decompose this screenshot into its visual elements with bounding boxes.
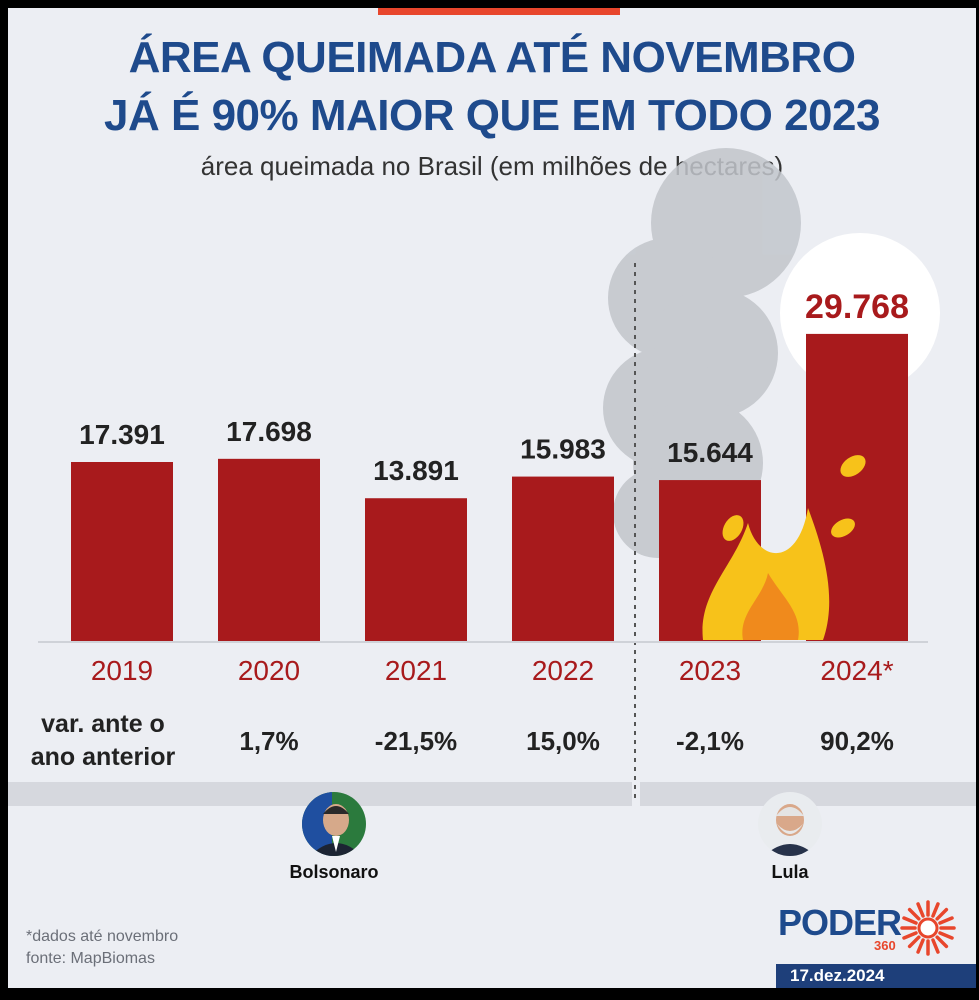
- year-label-2021: 2021: [385, 655, 447, 686]
- sun-ray: [916, 938, 925, 954]
- value-label-2024: 29.768: [805, 288, 909, 326]
- top-accent-bar: [378, 8, 620, 15]
- sun-logo-icon: [900, 900, 956, 956]
- footnote: *dados até novembro fonte: MapBiomas: [26, 926, 178, 970]
- sun-ray: [935, 907, 949, 921]
- value-label-2020: 17.698: [226, 416, 312, 447]
- change-row-label-line-1: var. ante o: [41, 710, 165, 738]
- sun-ray: [938, 931, 954, 940]
- title-line-1: ÁREA QUEIMADA ATÉ NOVEMBRO: [128, 33, 856, 82]
- sun-ray: [902, 931, 918, 940]
- bar-chart: 17.391 2019 17.698 2020 1,7% 13.891 2021 -21,5%…: [38, 148, 940, 798]
- value-label-2023: 15.644: [667, 437, 753, 468]
- sun-ray: [931, 902, 940, 918]
- year-label-2024: 2024*: [820, 655, 893, 686]
- change-label-2020: 1,7%: [239, 726, 298, 756]
- infographic-panel: ÁREA QUEIMADA ATÉ NOVEMBRO JÁ É 90% MAIO…: [8, 8, 976, 988]
- change-label-2022: 15,0%: [526, 726, 600, 756]
- footnote-text: *dados até novembro: [26, 928, 179, 945]
- year-label-2022: 2022: [532, 655, 594, 686]
- lula-name: Lula: [771, 862, 809, 882]
- change-label-2024: 90,2%: [820, 726, 894, 756]
- fire-illustration: [702, 455, 866, 640]
- sun-ray: [935, 935, 949, 949]
- logo-wordmark: PODER: [778, 902, 902, 943]
- sun-ray: [931, 938, 940, 954]
- title-line-2: JÁ É 90% MAIOR QUE EM TODO 2023: [104, 91, 880, 140]
- bar-2021: [365, 498, 467, 642]
- logo-suffix: 360: [874, 938, 896, 953]
- value-label-2021: 13.891: [373, 455, 459, 486]
- sun-ray: [916, 902, 925, 918]
- bar-2020: [218, 458, 320, 642]
- bolsonaro-avatar: [302, 792, 366, 856]
- year-label-2023: 2023: [679, 655, 741, 686]
- sun-ray: [902, 916, 918, 925]
- lula-avatar: [758, 792, 822, 856]
- change-label-2021: -21,5%: [375, 726, 457, 756]
- value-label-2022: 15.983: [520, 434, 606, 465]
- change-row-label-line-2: ano anterior: [30, 743, 176, 771]
- bar-2019: [71, 462, 173, 642]
- sun-ray: [907, 907, 921, 921]
- year-label-2019: 2019: [91, 655, 153, 686]
- bar-2022: [512, 476, 614, 642]
- source-text: fonte: MapBiomas: [26, 950, 155, 967]
- sun-ray: [938, 916, 954, 925]
- year-label-2020: 2020: [238, 655, 300, 686]
- poder360-logo: PODER 360: [778, 896, 968, 956]
- date-tag: 17.dez.2024: [776, 964, 976, 988]
- sun-ray: [907, 935, 921, 949]
- bolsonaro-name: Bolsonaro: [289, 862, 379, 882]
- change-label-2023: -2,1%: [676, 726, 744, 756]
- value-label-2019: 17.391: [79, 419, 165, 450]
- change-row-label: var. ante o ano anterior: [28, 708, 178, 774]
